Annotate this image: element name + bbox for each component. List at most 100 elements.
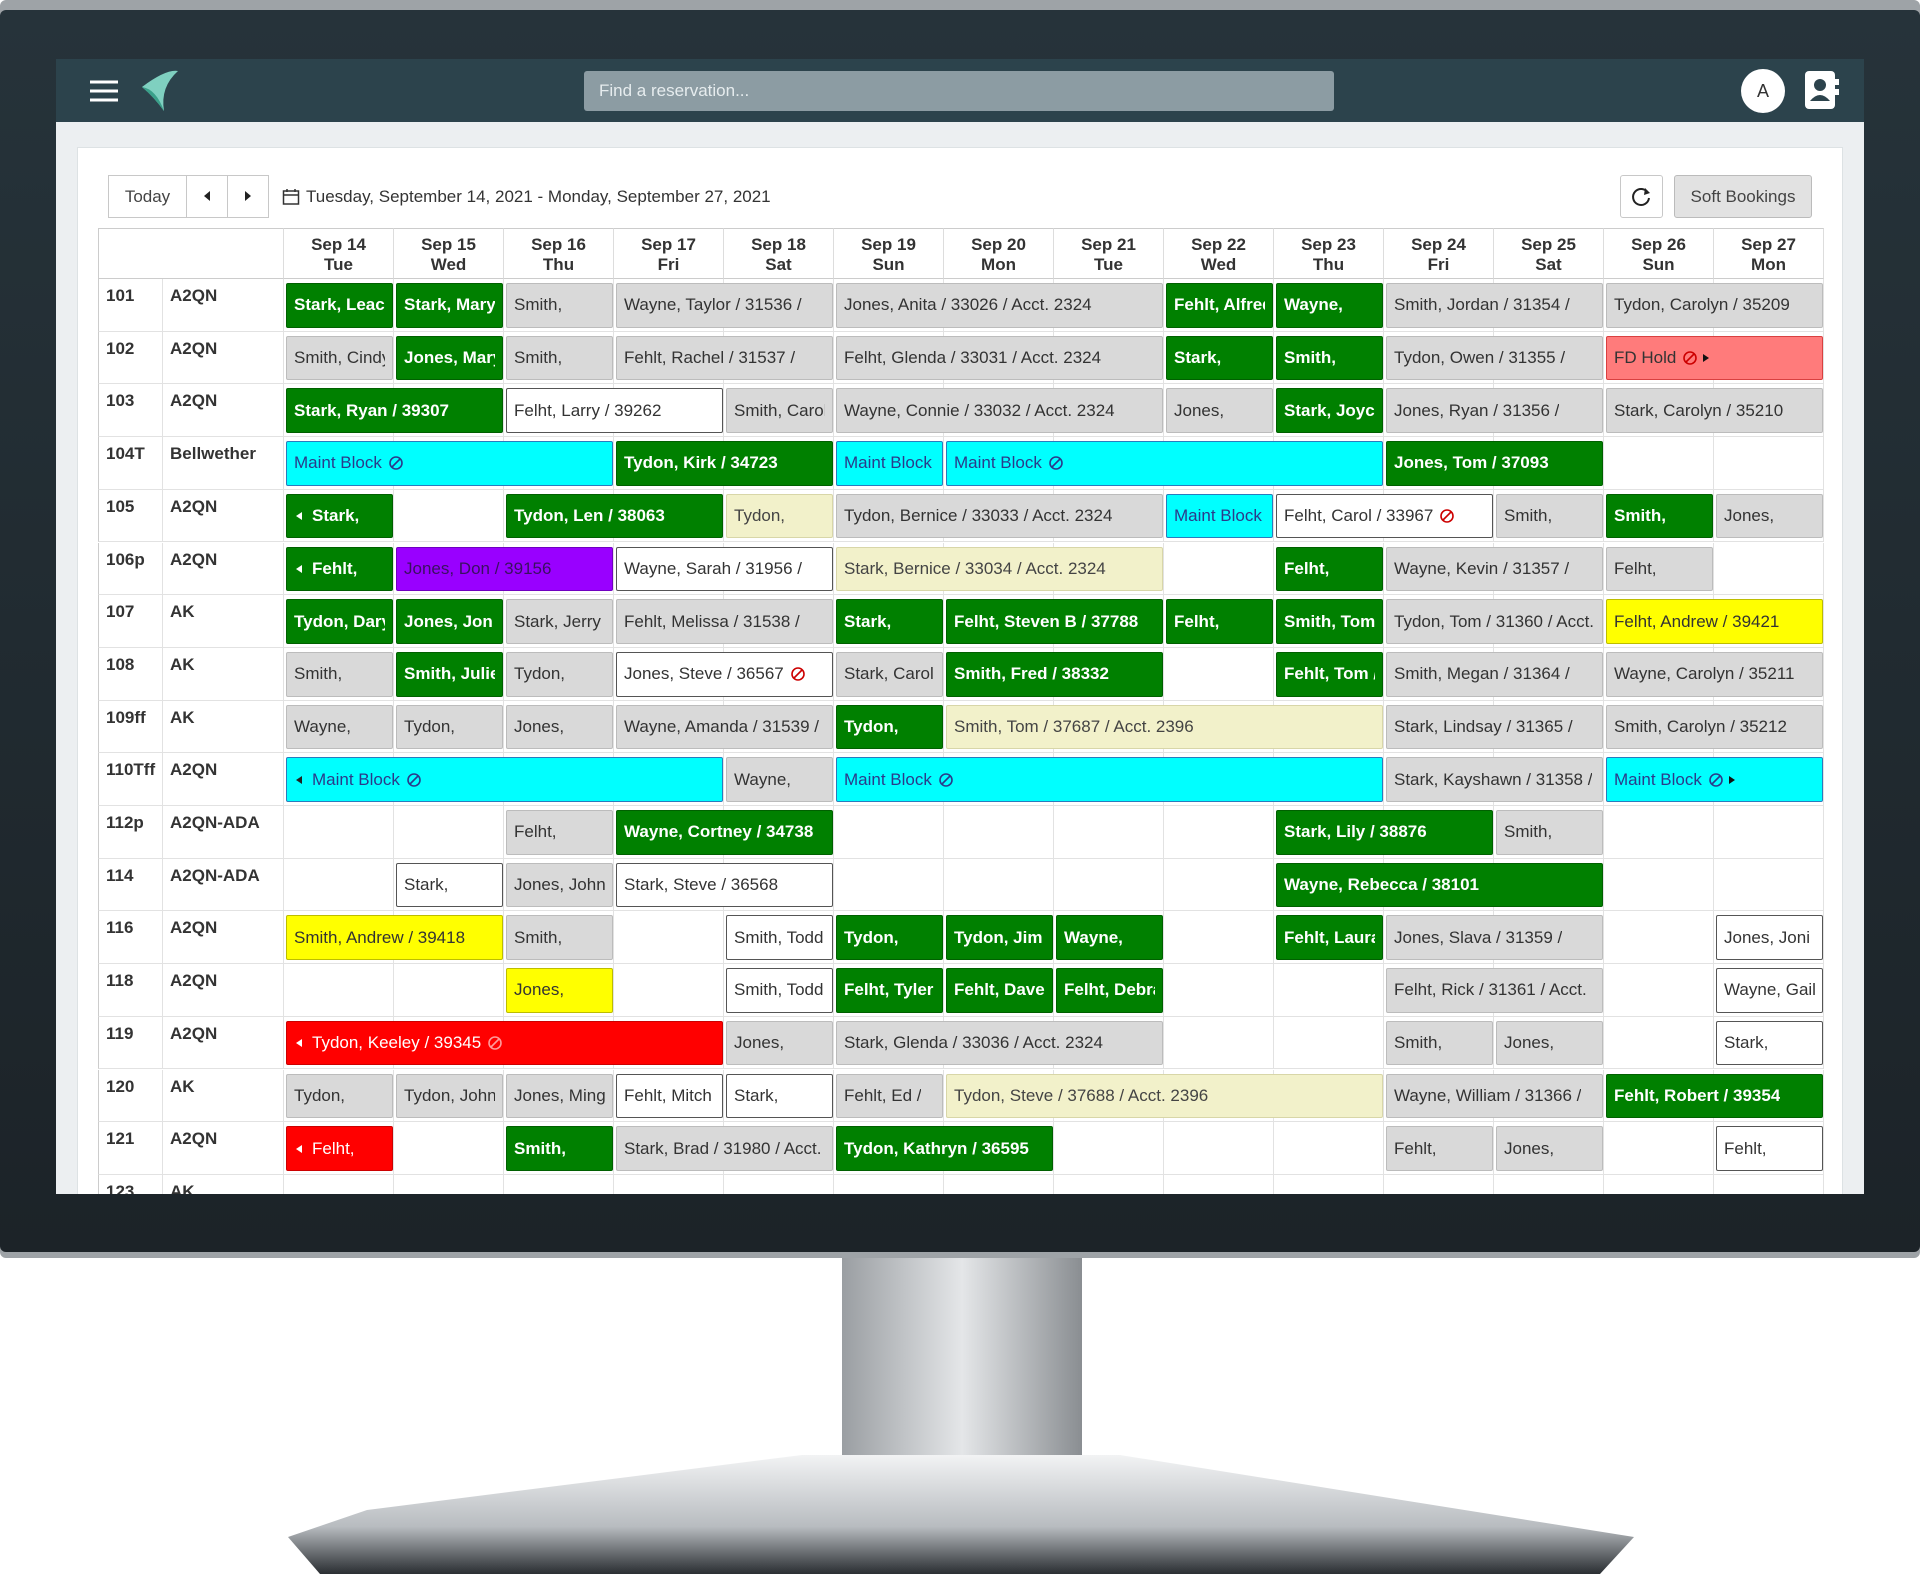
booking[interactable]: Smith, Todd: [726, 968, 833, 1013]
booking[interactable]: Smith,: [1496, 493, 1603, 539]
avatar[interactable]: A: [1741, 69, 1785, 113]
booking[interactable]: Smith, Carolyn / 35212: [1606, 704, 1823, 750]
booking[interactable]: Felht, Rick / 31361 / Acct.: [1386, 968, 1603, 1013]
booking[interactable]: Tydon, Bernice / 33033 / Acct. 2324: [836, 493, 1163, 539]
booking[interactable]: Smith,: [1496, 810, 1603, 855]
booking[interactable]: Wayne, Connie / 33032 / Acct. 2324: [836, 388, 1163, 434]
booking[interactable]: Smith,: [1606, 493, 1713, 539]
booking[interactable]: Smith, Megan / 31364 /: [1386, 651, 1603, 697]
booking[interactable]: Fehlt,: [1716, 1126, 1823, 1171]
booking[interactable]: Tydon, Owen / 31355 /: [1386, 335, 1603, 381]
booking[interactable]: Fehlt, Laura: [1276, 915, 1383, 961]
booking[interactable]: Fehlt, Alfred: [1166, 283, 1273, 328]
booking[interactable]: Fehlt,: [286, 546, 393, 592]
booking[interactable]: Smith, Todd: [726, 915, 833, 961]
booking[interactable]: Maint Block: [946, 441, 1383, 486]
booking[interactable]: Jones, Ming: [506, 1073, 613, 1119]
booking[interactable]: Tydon, Keeley / 39345: [286, 1020, 723, 1066]
booking[interactable]: Wayne, Gail: [1716, 968, 1823, 1013]
booking[interactable]: Wayne,: [726, 757, 833, 802]
booking[interactable]: Felht, Tyler /: [836, 968, 943, 1013]
booking[interactable]: Felht,: [506, 810, 613, 855]
booking[interactable]: Stark,: [726, 1073, 833, 1119]
booking[interactable]: Tydon, Kirk / 34723: [616, 441, 833, 486]
booking[interactable]: Tydon, Daryl: [286, 599, 393, 644]
booking[interactable]: Smith,: [506, 335, 613, 381]
booking[interactable]: Smith,: [286, 651, 393, 697]
booking[interactable]: Stark, Leach: [286, 283, 393, 328]
booking[interactable]: Jones, Tom / 37093: [1386, 441, 1603, 486]
booking[interactable]: Tydon, Len / 38063: [506, 493, 723, 539]
booking[interactable]: Felht, Glenda / 33031 / Acct. 2324: [836, 335, 1163, 381]
booking[interactable]: Maint Block: [836, 441, 943, 486]
logo[interactable]: [142, 70, 178, 111]
contacts-icon[interactable]: [1805, 71, 1839, 109]
booking[interactable]: Jones,: [1166, 388, 1273, 434]
booking[interactable]: Wayne, Rebecca / 38101: [1276, 862, 1603, 908]
booking[interactable]: Wayne,: [286, 704, 393, 750]
booking[interactable]: Stark, Brad / 31980 / Acct.: [616, 1126, 833, 1171]
booking[interactable]: Stark, Bernice / 33034 / Acct. 2324: [836, 546, 1163, 592]
booking[interactable]: Felht,: [1276, 546, 1383, 592]
booking[interactable]: Jones, Don / 39156: [396, 546, 613, 592]
booking[interactable]: Smith, Fred / 38332: [946, 651, 1163, 697]
booking[interactable]: Smith,: [506, 1126, 613, 1171]
booking[interactable]: Smith, Cindy: [286, 335, 393, 381]
booking[interactable]: Stark,: [1716, 1020, 1823, 1066]
booking[interactable]: Jones,: [506, 968, 613, 1013]
booking[interactable]: Stark,: [286, 493, 393, 539]
booking[interactable]: Maint Block: [1166, 493, 1273, 539]
booking[interactable]: Smith,: [1276, 335, 1383, 381]
booking[interactable]: Smith, Tom /: [1276, 599, 1383, 644]
booking[interactable]: Stark, Carol: [836, 651, 943, 697]
booking[interactable]: Maint Block: [1606, 757, 1823, 802]
booking[interactable]: Stark, Glenda / 33036 / Acct. 2324: [836, 1020, 1163, 1066]
booking[interactable]: Wayne, Sarah / 31956 /: [616, 546, 833, 592]
booking[interactable]: Jones, John: [506, 862, 613, 908]
search-box[interactable]: Find a reservation...: [584, 71, 1334, 111]
booking[interactable]: Tydon, Jim /: [946, 915, 1053, 961]
booking[interactable]: Fehlt, Tom /: [1276, 651, 1383, 697]
booking[interactable]: Smith, Andrew / 39418: [286, 915, 503, 961]
booking[interactable]: Jones, Mary: [396, 335, 503, 381]
booking[interactable]: Felht,: [286, 1126, 393, 1171]
booking[interactable]: Jones,: [506, 704, 613, 750]
booking[interactable]: Felht, Debra: [1056, 968, 1163, 1013]
booking[interactable]: Tydon,: [286, 1073, 393, 1119]
booking[interactable]: Maint Block: [286, 441, 613, 486]
booking[interactable]: Smith,: [506, 283, 613, 328]
booking[interactable]: Stark, Lindsay / 31365 /: [1386, 704, 1603, 750]
next-button[interactable]: [227, 175, 269, 218]
booking[interactable]: Smith, Carol: [726, 388, 833, 434]
booking[interactable]: Tydon,: [396, 704, 503, 750]
booking[interactable]: Wayne, Cortney / 34738: [616, 810, 833, 855]
booking[interactable]: Jones, Slava / 31359 /: [1386, 915, 1603, 961]
booking[interactable]: Felht,: [1166, 599, 1273, 644]
booking[interactable]: Felht, Carol / 33967: [1276, 493, 1493, 539]
booking[interactable]: Tydon, John: [396, 1073, 503, 1119]
booking[interactable]: Fehlt, Ed /: [836, 1073, 943, 1119]
booking[interactable]: Fehlt, Robert / 39354: [1606, 1073, 1823, 1119]
booking[interactable]: Felht,: [1606, 546, 1713, 592]
booking[interactable]: Tydon, Tom / 31360 / Acct.: [1386, 599, 1603, 644]
booking[interactable]: Smith, Julie: [396, 651, 503, 697]
booking[interactable]: Fehlt, Rachel / 31537 /: [616, 335, 833, 381]
booking[interactable]: Jones, Steve / 36567: [616, 651, 833, 697]
booking[interactable]: Wayne, William / 31366 /: [1386, 1073, 1603, 1119]
soft-bookings-button[interactable]: Soft Bookings: [1674, 175, 1812, 218]
booking[interactable]: Maint Block: [286, 757, 723, 802]
today-button[interactable]: Today: [108, 175, 187, 218]
booking[interactable]: Tydon,: [836, 704, 943, 750]
booking[interactable]: Stark, Lily / 38876: [1276, 810, 1493, 855]
booking[interactable]: Jones,: [1716, 493, 1823, 539]
booking[interactable]: Stark,: [396, 862, 503, 908]
booking[interactable]: Jones,: [1496, 1020, 1603, 1066]
booking[interactable]: Jones, Joni: [1716, 915, 1823, 961]
booking[interactable]: Tydon, Kathryn / 36595: [836, 1126, 1053, 1171]
booking[interactable]: Wayne,: [1056, 915, 1163, 961]
booking[interactable]: Stark, Joyce: [1276, 388, 1383, 434]
booking[interactable]: Stark, Ryan / 39307: [286, 388, 503, 434]
booking[interactable]: Felht, Andrew / 39421: [1606, 599, 1823, 644]
booking[interactable]: Smith, Tom / 37687 / Acct. 2396: [946, 704, 1383, 750]
booking[interactable]: Smith,: [1386, 1020, 1493, 1066]
